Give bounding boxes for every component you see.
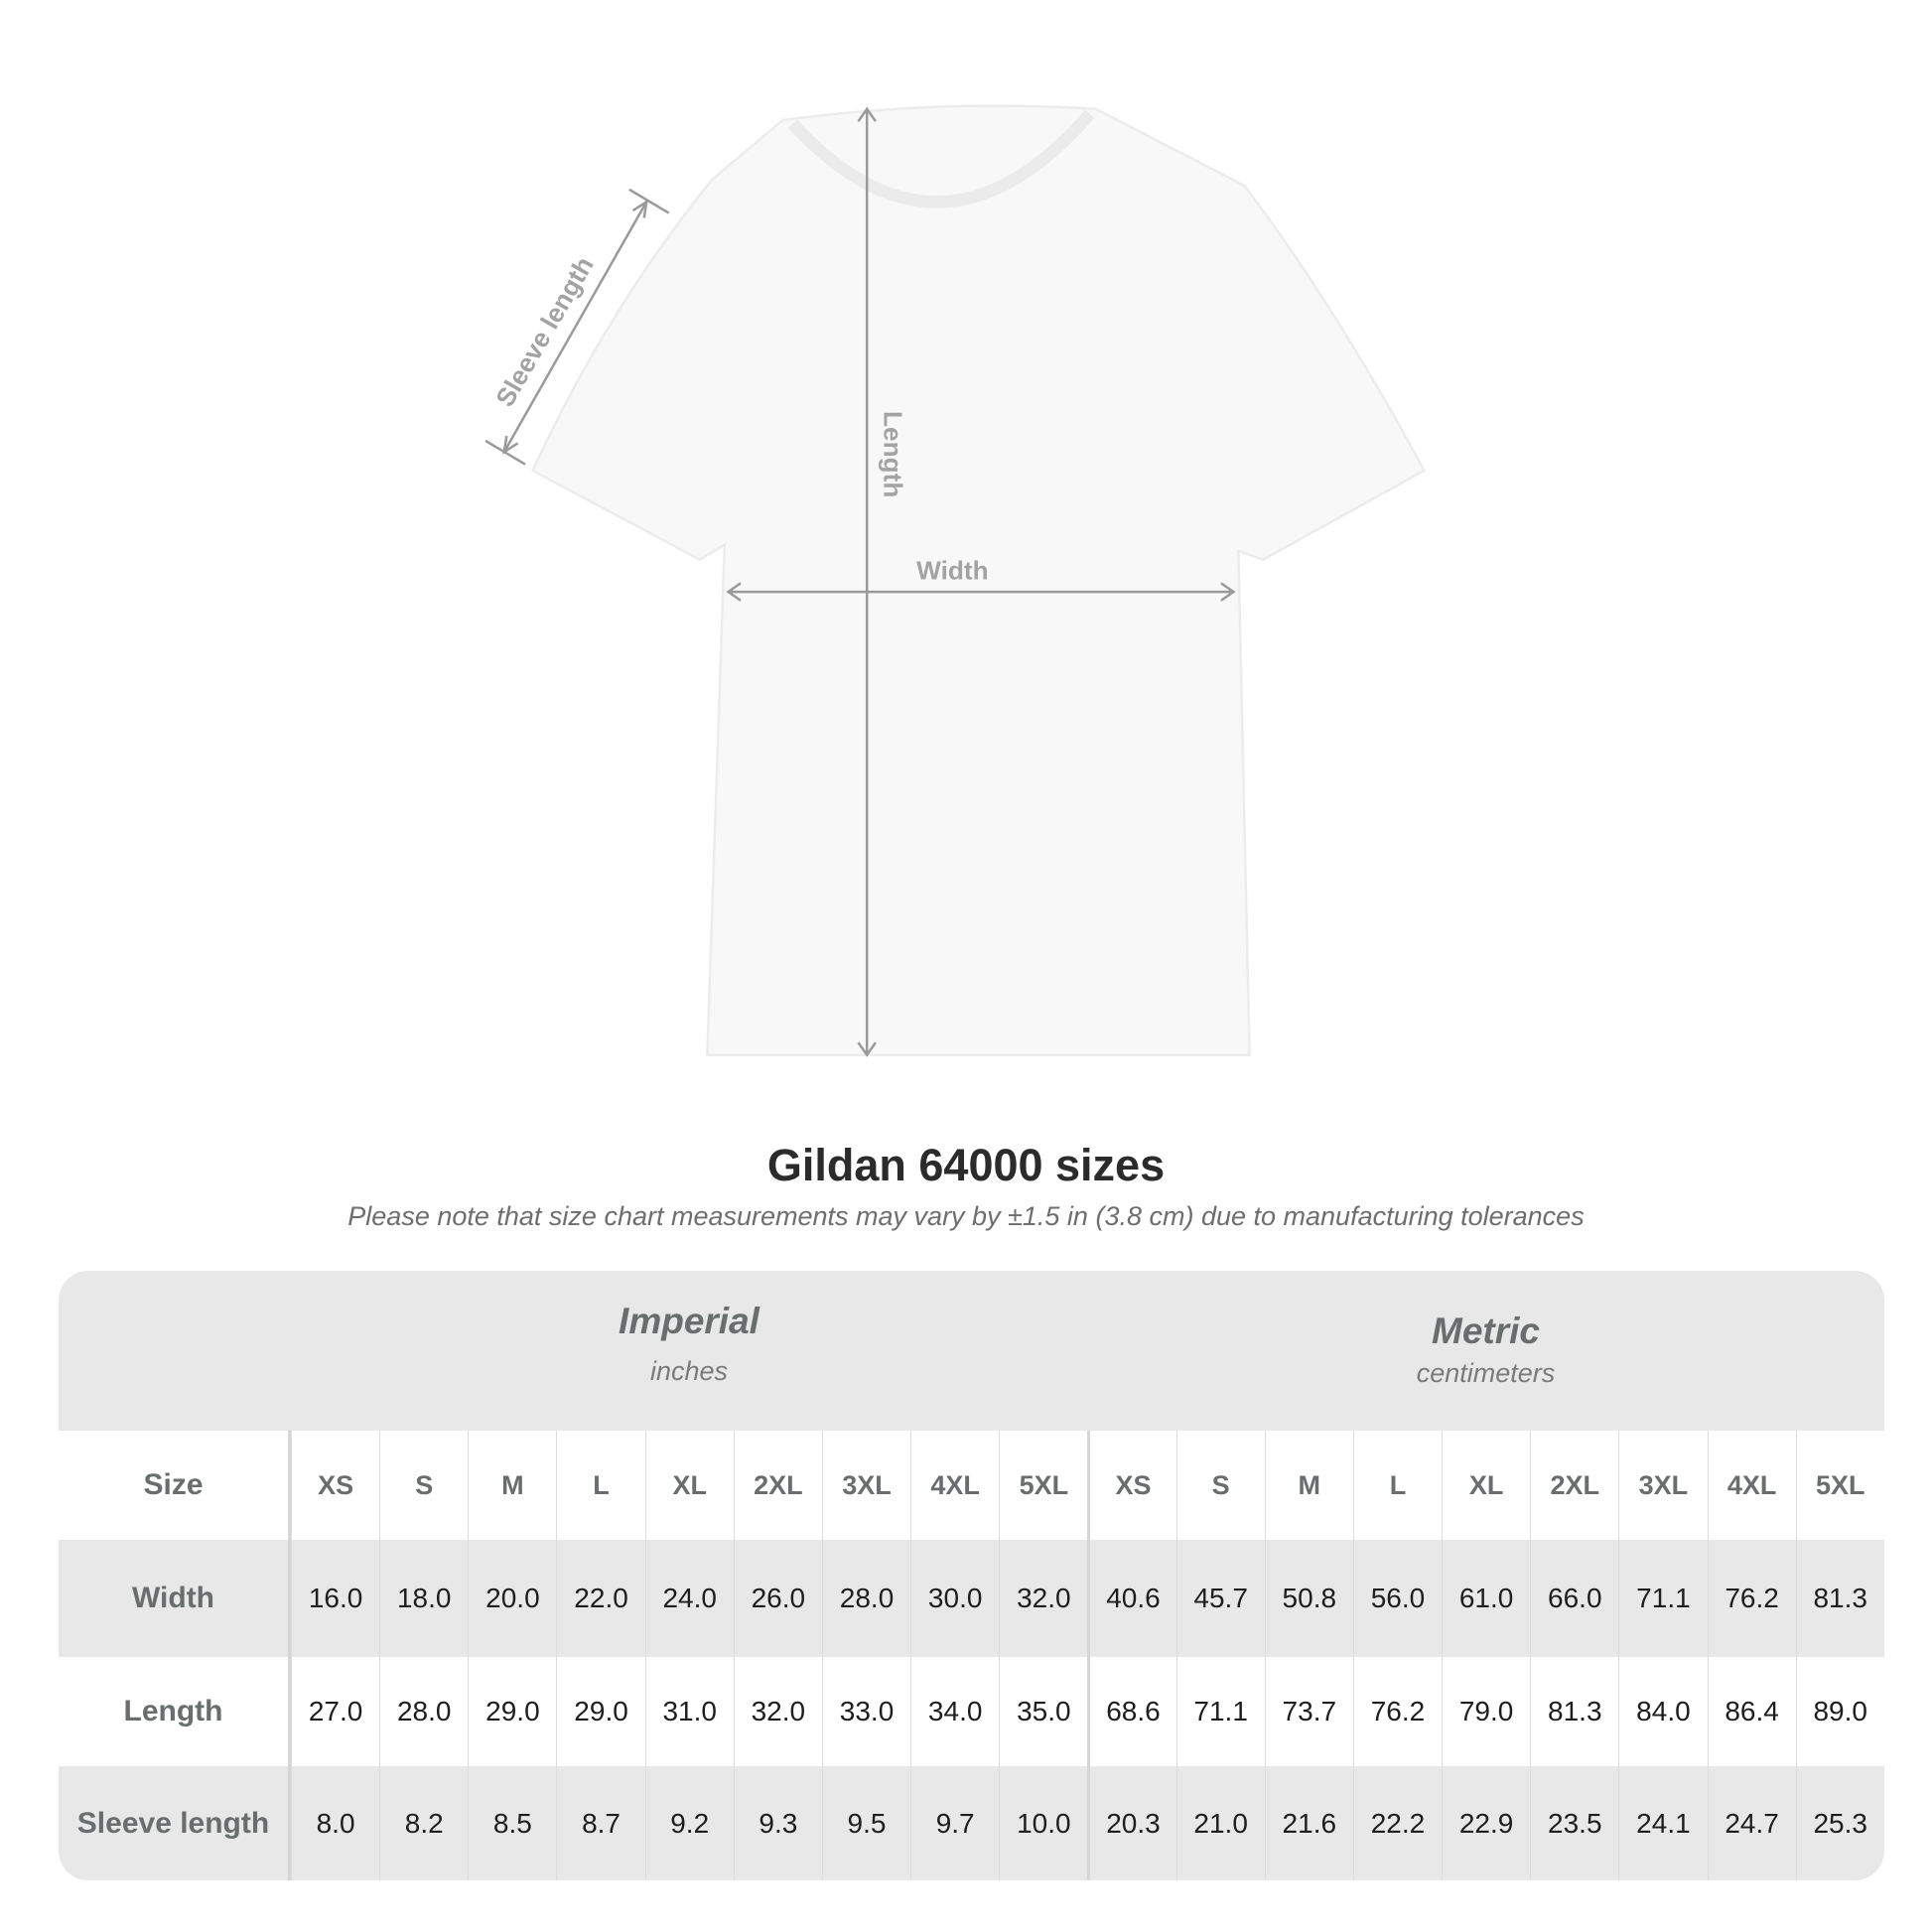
metric-header: Metric centimeters bbox=[1087, 1271, 1884, 1470]
metric-value-cell: 24.7 bbox=[1707, 1766, 1796, 1880]
imperial-size-XS: XS bbox=[291, 1431, 379, 1540]
metric-value-cell: 23.5 bbox=[1530, 1766, 1618, 1880]
imperial-value-cell: 18.0 bbox=[379, 1540, 468, 1657]
metric-size-2XL: 2XL bbox=[1530, 1431, 1618, 1540]
metric-size-M: M bbox=[1264, 1431, 1353, 1540]
metric-size-XS: XS bbox=[1087, 1431, 1175, 1540]
metric-value-cell: 81.3 bbox=[1530, 1657, 1618, 1766]
imperial-value-cell: 16.0 bbox=[291, 1540, 379, 1657]
imperial-value-cell: 32.0 bbox=[733, 1657, 822, 1766]
imperial-size-L: L bbox=[556, 1431, 644, 1540]
imperial-size-M: M bbox=[468, 1431, 556, 1540]
row-label: Length bbox=[59, 1657, 291, 1766]
metric-value-cell: 25.3 bbox=[1795, 1766, 1884, 1880]
imperial-size-S: S bbox=[379, 1431, 468, 1540]
table-row: Sleeve length 8.0 8.2 8.5 8.7 9.2 9.3 9.5 9.7 10.… bbox=[59, 1766, 1884, 1880]
imperial-value-cell: 35.0 bbox=[999, 1657, 1087, 1766]
imperial-value-cell: 34.0 bbox=[910, 1657, 999, 1766]
width-label: Width bbox=[916, 556, 988, 586]
imperial-value-cell: 31.0 bbox=[644, 1657, 734, 1766]
imperial-value-cell: 9.7 bbox=[910, 1766, 999, 1880]
imperial-value-cell: 30.0 bbox=[910, 1540, 999, 1657]
metric-value-cell: 84.0 bbox=[1618, 1657, 1707, 1766]
imperial-value-cell: 8.2 bbox=[379, 1766, 468, 1880]
page-title: Gildan 64000 sizes bbox=[766, 1140, 1166, 1190]
imperial-value-cell: 8.0 bbox=[291, 1766, 379, 1880]
metric-value-cell: 66.0 bbox=[1530, 1540, 1618, 1657]
table-row: Length 27.0 28.0 29.0 29.0 31.0 32.0 33.0 34.0 35… bbox=[59, 1657, 1884, 1766]
imperial-value-cell: 33.0 bbox=[821, 1657, 910, 1766]
metric-size-5XL: 5XL bbox=[1795, 1431, 1884, 1540]
imperial-value-cell: 9.3 bbox=[733, 1766, 822, 1880]
metric-value-cell: 61.0 bbox=[1442, 1540, 1530, 1657]
imperial-value-cell: 26.0 bbox=[733, 1540, 822, 1657]
metric-value-cell: 79.0 bbox=[1442, 1657, 1530, 1766]
imperial-value-cell: 20.0 bbox=[468, 1540, 556, 1657]
metric-value-cell: 76.2 bbox=[1707, 1540, 1796, 1657]
metric-title: Metric bbox=[1432, 1311, 1540, 1351]
metric-value-cell: 50.8 bbox=[1264, 1540, 1353, 1657]
metric-value-cell: 21.0 bbox=[1175, 1766, 1265, 1880]
size-table: Imperial inches Metric centimeters Size X… bbox=[59, 1271, 1884, 1880]
imperial-size-XL: XL bbox=[644, 1431, 734, 1540]
imperial-value-cell: 28.0 bbox=[821, 1540, 910, 1657]
metric-value-cell: 71.1 bbox=[1175, 1657, 1265, 1766]
imperial-size-4XL: 4XL bbox=[910, 1431, 999, 1540]
imperial-value-cell: 8.7 bbox=[556, 1766, 644, 1880]
metric-size-XL: XL bbox=[1442, 1431, 1530, 1540]
metric-size-S: S bbox=[1175, 1431, 1265, 1540]
metric-value-cell: 22.2 bbox=[1352, 1766, 1442, 1880]
metric-value-cell: 22.9 bbox=[1442, 1766, 1530, 1880]
metric-value-cell: 71.1 bbox=[1618, 1540, 1707, 1657]
metric-value-cell: 86.4 bbox=[1707, 1657, 1796, 1766]
metric-size-L: L bbox=[1352, 1431, 1442, 1540]
tshirt-collar bbox=[787, 109, 1095, 208]
metric-value-cell: 73.7 bbox=[1264, 1657, 1353, 1766]
length-label: Length bbox=[879, 411, 908, 497]
imperial-value-cell: 10.0 bbox=[999, 1766, 1087, 1880]
metric-value-cell: 81.3 bbox=[1795, 1540, 1884, 1657]
metric-value-cell: 20.3 bbox=[1087, 1766, 1175, 1880]
imperial-value-cell: 28.0 bbox=[379, 1657, 468, 1766]
metric-value-cell: 40.6 bbox=[1087, 1540, 1175, 1657]
imperial-unit: inches bbox=[649, 1356, 729, 1386]
imperial-value-cell: 29.0 bbox=[556, 1657, 644, 1766]
imperial-size-3XL: 3XL bbox=[821, 1431, 910, 1540]
metric-size-4XL: 4XL bbox=[1707, 1431, 1796, 1540]
size-label: Size bbox=[59, 1431, 291, 1540]
metric-unit: centimeters bbox=[1416, 1358, 1556, 1388]
imperial-value-cell: 32.0 bbox=[999, 1540, 1087, 1657]
imperial-value-cell: 24.0 bbox=[644, 1540, 734, 1657]
table-row: Width 16.0 18.0 20.0 22.0 24.0 26.0 28.0 30.0 32.… bbox=[59, 1540, 1884, 1657]
metric-value-cell: 89.0 bbox=[1795, 1657, 1884, 1766]
size-header-row: Size XS S M L XL 2XL 3XL 4XL 5XL XS S M L XL 2XL 3XL 4XL 5… bbox=[59, 1431, 1884, 1540]
metric-value-cell: 68.6 bbox=[1087, 1657, 1175, 1766]
imperial-value-cell: 29.0 bbox=[468, 1657, 556, 1766]
imperial-title: Imperial bbox=[619, 1301, 759, 1341]
tshirt-shape bbox=[530, 104, 1427, 1056]
imperial-value-cell: 27.0 bbox=[291, 1657, 379, 1766]
metric-value-cell: 45.7 bbox=[1175, 1540, 1265, 1657]
imperial-value-cell: 9.2 bbox=[644, 1766, 734, 1880]
imperial-size-2XL: 2XL bbox=[733, 1431, 822, 1540]
metric-value-cell: 56.0 bbox=[1352, 1540, 1442, 1657]
row-label: Sleeve length bbox=[59, 1766, 291, 1880]
imperial-value-cell: 9.5 bbox=[821, 1766, 910, 1880]
metric-value-cell: 21.6 bbox=[1264, 1766, 1353, 1880]
metric-size-3XL: 3XL bbox=[1618, 1431, 1707, 1540]
tolerance-note: Please note that size chart measurements… bbox=[347, 1201, 1585, 1231]
metric-value-cell: 76.2 bbox=[1352, 1657, 1442, 1766]
tshirt-diagram: Sleeve length Length Width bbox=[484, 104, 1427, 1057]
imperial-value-cell: 8.5 bbox=[468, 1766, 556, 1880]
imperial-size-5XL: 5XL bbox=[999, 1431, 1087, 1540]
metric-value-cell: 24.1 bbox=[1618, 1766, 1707, 1880]
imperial-value-cell: 22.0 bbox=[556, 1540, 644, 1657]
imperial-header: Imperial inches bbox=[291, 1271, 1087, 1460]
row-label: Width bbox=[59, 1540, 291, 1657]
sleeve-arrow bbox=[502, 201, 648, 453]
